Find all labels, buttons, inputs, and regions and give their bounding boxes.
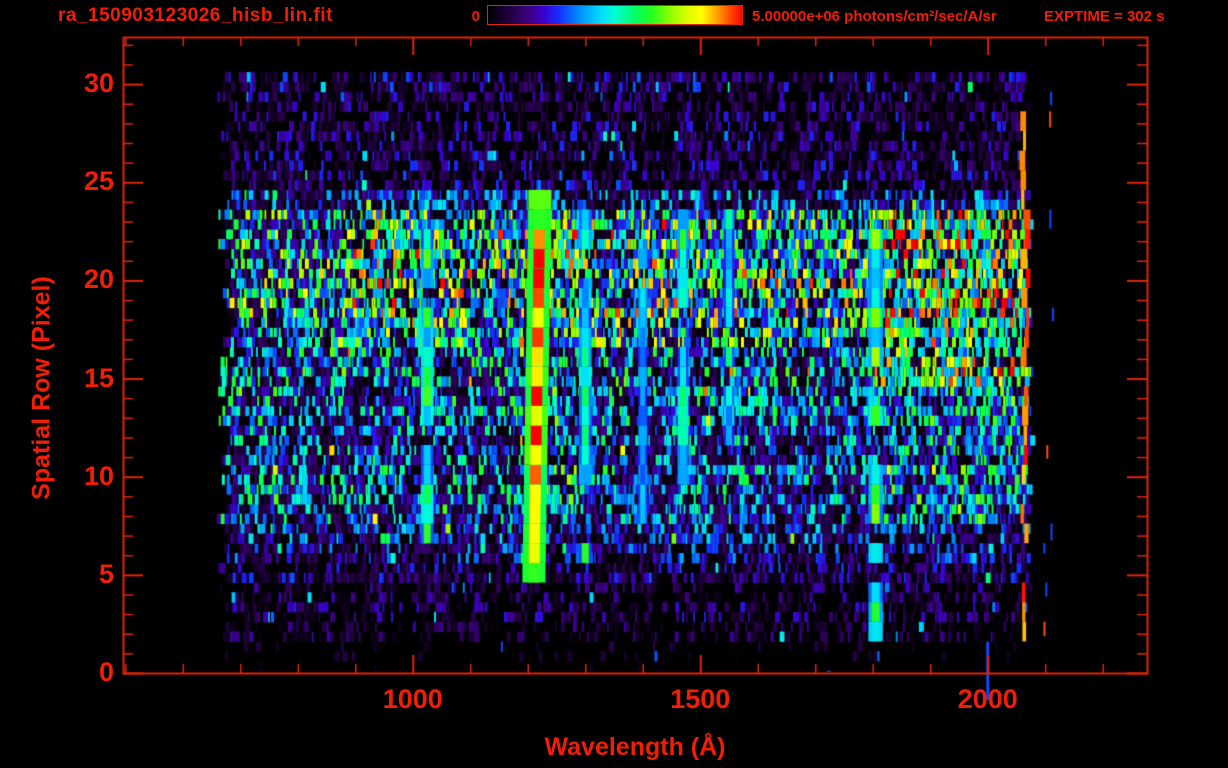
exptime-label: EXPTIME = 302 s — [1044, 8, 1165, 25]
x-tick-label: 2000 — [957, 684, 1018, 714]
x-axis-title: Wavelength (Å) — [544, 733, 726, 761]
x-tick-label: 1000 — [382, 684, 443, 714]
x-tick-label: 1500 — [670, 684, 731, 714]
colorbar — [487, 5, 743, 25]
y-tick-label: 15 — [83, 362, 114, 393]
y-tick-label: 5 — [98, 558, 114, 589]
colorbar-min-label: 0 — [471, 8, 480, 25]
colorbar-max-label: 5.00000e+06 photons/cm²/sec/A/sr — [752, 8, 997, 25]
filename-title: ra_150903123026_hisb_lin.fit — [58, 5, 333, 26]
y-tick-label: 30 — [83, 68, 114, 99]
y-tick-label: 25 — [83, 166, 114, 197]
y-tick-label: 20 — [83, 264, 114, 295]
y-tick-label: 0 — [98, 657, 114, 687]
y-tick-label: 10 — [83, 460, 114, 491]
